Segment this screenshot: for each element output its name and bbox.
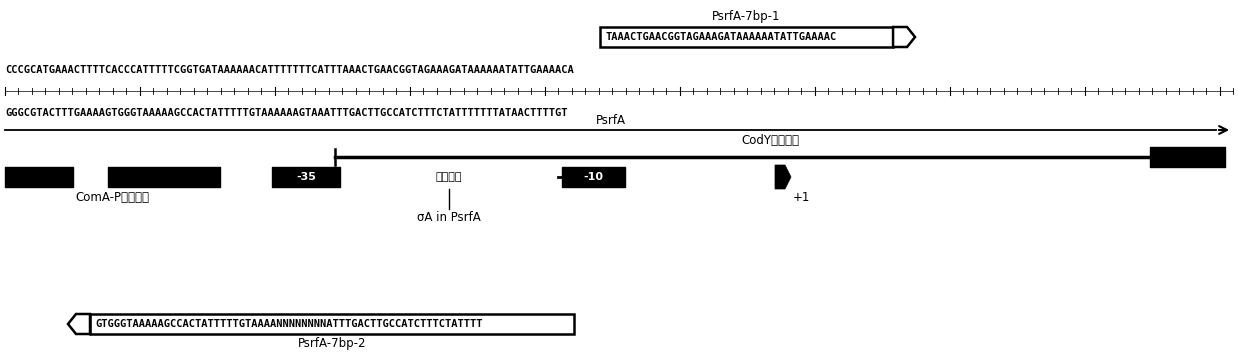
Text: GTGGGTAAAAAGCCACTATTTTTGTAAAANNNNNNNNATTTGACTTGCCATCTTTCTATTTT: GTGGGTAAAAAGCCACTATTTTTGTAAAANNNNNNNNATT…	[95, 319, 483, 329]
Bar	[600, 27, 893, 47]
Text: σA in PsrfA: σA in PsrfA	[417, 211, 480, 224]
Polygon shape	[775, 165, 791, 189]
Text: PsrfA-7bp-2: PsrfA-7bp-2	[298, 337, 366, 350]
Text: +1: +1	[794, 191, 811, 204]
Text: CodY结合位点: CodY结合位点	[742, 134, 799, 147]
Bar	[90, 314, 574, 334]
Text: -10: -10	[583, 172, 603, 182]
Polygon shape	[68, 314, 90, 334]
Text: PsrfA: PsrfA	[595, 114, 625, 127]
Text: -35: -35	[296, 172, 316, 182]
Text: TAAACTGAACGGTAGAAAGATAAAAAATATTGAAAAC: TAAACTGAACGGTAGAAAGATAAAAAATATTGAAAAC	[605, 32, 836, 42]
Text: 间隔序列: 间隔序列	[436, 172, 462, 182]
Text: CCCGCATGAAACTTTTCACCCATTTTTCGGTGATAAAAAACATTTTTTTCATTTAAACTGAACGGTAGAAAGATAAAAAA: CCCGCATGAAACTTTTCACCCATTTTTCGGTGATAAAAAA…	[5, 65, 573, 75]
Polygon shape	[893, 27, 915, 47]
Text: PsrfA-7bp-1: PsrfA-7bp-1	[712, 10, 781, 23]
Text: GGGCGTACTTTGAAAAGTGGGTAAAAAGCCACTATTTTTGTAAAAAAGTAAATTTGACTTGCCATCTTTCTATTTTTTTA: GGGCGTACTTTGAAAAGTGGGTAAAAAGCCACTATTTTTG…	[5, 108, 567, 118]
Text: ComA-P结合位点: ComA-P结合位点	[76, 191, 150, 204]
